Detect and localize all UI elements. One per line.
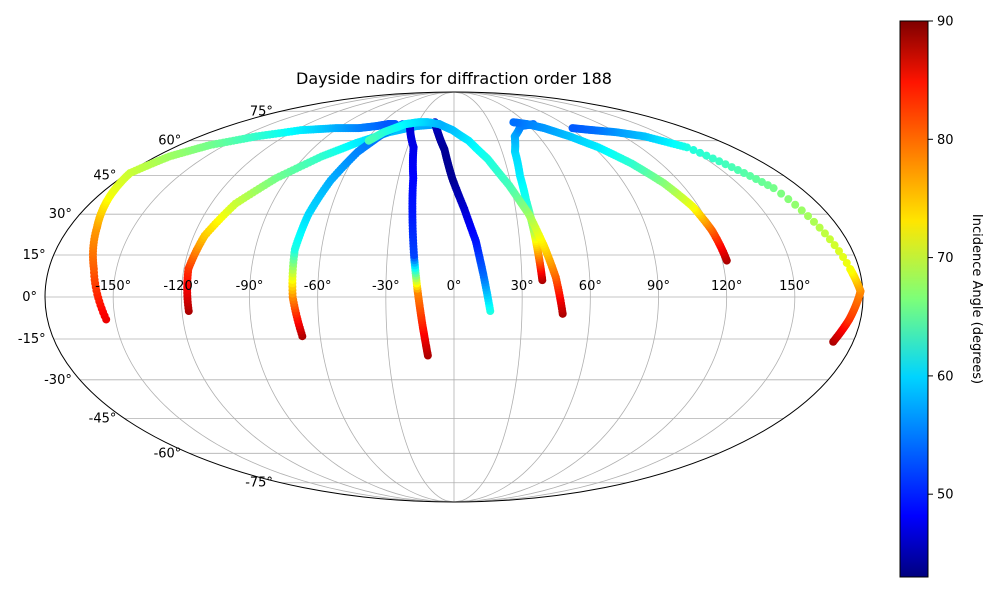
x-tick-label: 90° — [647, 279, 670, 294]
data-point — [830, 241, 839, 250]
grid-meridian — [249, 92, 455, 502]
y-tick-label: 30° — [49, 207, 72, 222]
data-point — [820, 229, 829, 238]
y-tick-label: 60° — [158, 134, 181, 149]
data-point — [721, 160, 730, 169]
data-point — [846, 264, 855, 273]
x-tick-labels: -150° -120° -90° -60° -30° 0° 30° 60° 90° 120° 150… — [95, 279, 810, 294]
x-tick-label: -30° — [372, 279, 400, 294]
data-point — [702, 151, 711, 160]
x-tick-label: -60° — [304, 279, 332, 294]
colorbar-tick-label: 50 — [937, 488, 954, 503]
data-point — [835, 247, 843, 256]
data-point — [842, 258, 851, 267]
chart-title: Dayside nadirs for diffraction order 188 — [296, 69, 612, 88]
colorbar-gradient — [899, 20, 929, 578]
data-point — [763, 181, 772, 190]
x-tick-label: 0° — [447, 279, 462, 294]
data-point — [797, 206, 806, 215]
data-point — [791, 200, 800, 209]
data-point — [825, 235, 834, 244]
data-point — [804, 212, 813, 221]
map-area: -150° -120° -90° -60° -30° 0° 30° 60° 90° 120° 150… — [18, 91, 865, 503]
data-point — [839, 253, 848, 262]
data-point — [752, 174, 761, 183]
data-point — [777, 189, 786, 198]
data-point — [708, 154, 717, 163]
y-tick-label: 45° — [93, 169, 116, 184]
colorbar-tick-label: 70 — [937, 251, 954, 266]
data-point — [364, 136, 373, 145]
data-point — [715, 157, 724, 166]
grid-meridian — [453, 92, 728, 502]
grid-meridian — [453, 92, 523, 502]
data-point — [733, 166, 742, 175]
y-tick-labels: -75° -60° -45° -30° -15° 0° 15° 30° 45° 60° 75° — [18, 104, 273, 490]
x-tick-label: 30° — [511, 279, 534, 294]
data-point — [784, 195, 793, 204]
y-tick-label: -45° — [89, 411, 117, 426]
data-point — [746, 171, 755, 180]
colorbar-ticks: 50 60 70 80 90 — [928, 15, 954, 503]
data-point — [740, 169, 749, 177]
data-point — [689, 146, 698, 155]
y-tick-label: 15° — [23, 248, 46, 263]
y-tick-label: 75° — [250, 104, 273, 119]
x-tick-label: 150° — [779, 279, 810, 294]
data-point — [696, 148, 704, 157]
y-tick-label: -75° — [245, 476, 273, 491]
x-tick-label: -150° — [95, 279, 131, 294]
y-tick-label: -15° — [18, 332, 46, 347]
y-tick-label: 0° — [22, 290, 37, 305]
y-tick-label: -30° — [44, 373, 72, 388]
colorbar-tick-label: 90 — [937, 15, 954, 30]
data-point — [809, 217, 818, 226]
data-point — [815, 223, 824, 232]
data-point — [509, 118, 518, 127]
colorbar: 50 60 70 80 90 Incidence Angle (degrees) — [899, 15, 984, 578]
grid-meridian — [453, 92, 591, 502]
data-point — [568, 124, 577, 133]
colorbar-tick-label: 60 — [937, 369, 954, 384]
x-tick-label: 60° — [579, 279, 602, 294]
x-tick-label: 120° — [711, 279, 742, 294]
x-tick-label: -90° — [236, 279, 264, 294]
colorbar-label: Incidence Angle (degrees) — [969, 214, 984, 384]
data-point — [727, 163, 736, 172]
data-point — [757, 178, 766, 187]
x-tick-label: -120° — [163, 279, 199, 294]
grid-meridian — [180, 92, 455, 502]
scatter-points — [88, 118, 865, 360]
y-tick-label: -60° — [154, 446, 182, 461]
colorbar-tick-label: 80 — [937, 133, 954, 148]
